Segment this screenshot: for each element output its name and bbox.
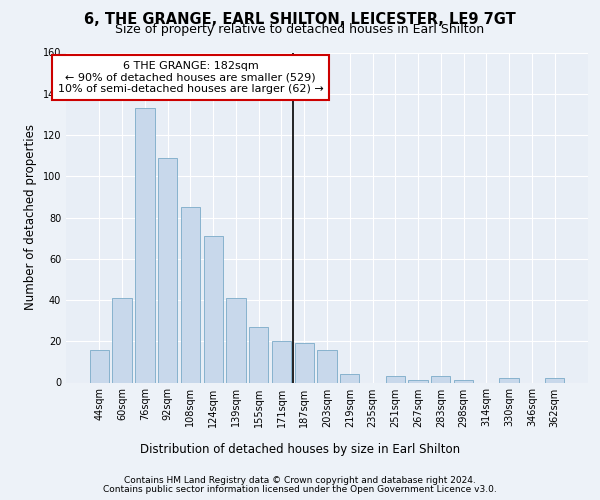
Text: Contains public sector information licensed under the Open Government Licence v3: Contains public sector information licen… [103, 485, 497, 494]
Bar [226, 298, 245, 382]
Text: 6, THE GRANGE, EARL SHILTON, LEICESTER, LE9 7GT: 6, THE GRANGE, EARL SHILTON, LEICESTER, … [84, 12, 516, 28]
Bar [317, 350, 337, 382]
Bar [340, 374, 359, 382]
Bar [431, 376, 451, 382]
Bar [158, 158, 178, 382]
Text: 6 THE GRANGE: 182sqm
← 90% of detached houses are smaller (529)
10% of semi-deta: 6 THE GRANGE: 182sqm ← 90% of detached h… [58, 60, 323, 94]
Bar [454, 380, 473, 382]
Bar [203, 236, 223, 382]
Text: Distribution of detached houses by size in Earl Shilton: Distribution of detached houses by size … [140, 442, 460, 456]
Bar [112, 298, 132, 382]
Bar [135, 108, 155, 382]
Bar [295, 344, 314, 382]
Bar [386, 376, 405, 382]
Text: Size of property relative to detached houses in Earl Shilton: Size of property relative to detached ho… [115, 22, 485, 36]
Bar [499, 378, 519, 382]
Text: Contains HM Land Registry data © Crown copyright and database right 2024.: Contains HM Land Registry data © Crown c… [124, 476, 476, 485]
Bar [90, 350, 109, 382]
Y-axis label: Number of detached properties: Number of detached properties [24, 124, 37, 310]
Bar [272, 341, 291, 382]
Bar [181, 207, 200, 382]
Bar [249, 327, 268, 382]
Bar [545, 378, 564, 382]
Bar [409, 380, 428, 382]
